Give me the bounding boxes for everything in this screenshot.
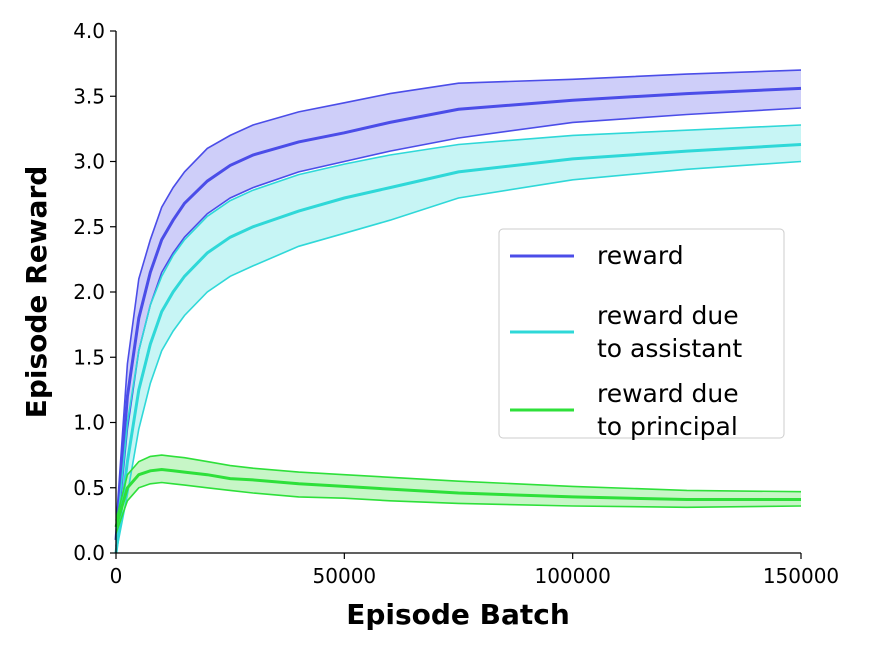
series-lines xyxy=(114,69,802,554)
legend-frame xyxy=(498,228,785,439)
legend-label-2: reward due xyxy=(597,379,739,408)
series-0-mean-line xyxy=(114,86,802,541)
legend-label-1: to assistant xyxy=(597,334,742,363)
series-1-lower-line xyxy=(115,160,802,554)
y-tick-label: 3.0 xyxy=(73,150,105,174)
x-tick-label: 100000 xyxy=(534,564,610,588)
y-tick-label: 4.0 xyxy=(73,19,105,43)
y-axis-label: Episode Reward xyxy=(20,166,53,419)
legend-label-1: reward due xyxy=(597,301,739,330)
legend-label-2: to principal xyxy=(597,412,738,441)
y-tick-label: 1.5 xyxy=(73,345,105,369)
legend-label-0: reward xyxy=(597,241,684,270)
series-2-upper-line xyxy=(115,454,802,521)
y-tick-label: 1.0 xyxy=(73,411,105,435)
legend: reward reward due to assistant reward due to… xyxy=(498,228,785,441)
y-tick-label: 3.5 xyxy=(73,84,105,108)
x-tick-label: 150000 xyxy=(763,564,839,588)
series-0-upper-line xyxy=(115,69,802,527)
y-tick-label: 2.0 xyxy=(73,280,105,304)
y-ticks: 0.0 0.5 1.0 1.5 2.0 2.5 3.0 3.5 4.0 xyxy=(73,19,116,565)
y-tick-label: 2.5 xyxy=(73,215,105,239)
x-tick-label: 0 xyxy=(110,564,123,588)
band-1 xyxy=(116,125,801,553)
series-2-lower-line xyxy=(115,481,802,534)
x-axis-label: Episode Batch xyxy=(346,598,570,631)
y-tick-label: 0.0 xyxy=(73,541,105,565)
series-1-mean-line xyxy=(114,143,802,554)
series-1-upper-line xyxy=(115,124,802,541)
series-2-mean-line xyxy=(114,467,801,528)
x-ticks: 0 50000 100000 150000 xyxy=(110,553,839,588)
y-tick-label: 0.5 xyxy=(73,476,105,500)
x-tick-label: 50000 xyxy=(313,564,377,588)
